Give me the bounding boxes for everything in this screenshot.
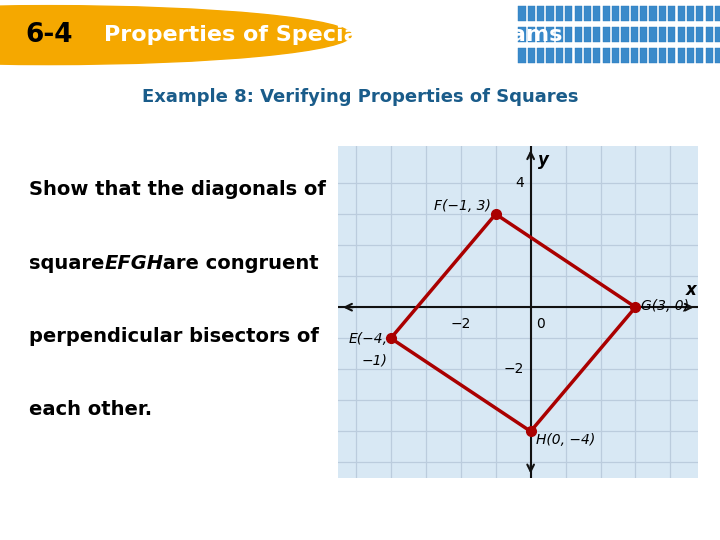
FancyBboxPatch shape xyxy=(565,48,572,63)
FancyBboxPatch shape xyxy=(546,26,554,42)
FancyBboxPatch shape xyxy=(528,48,535,63)
Text: −2: −2 xyxy=(451,316,471,330)
Text: Example 8: Verifying Properties of Squares: Example 8: Verifying Properties of Squar… xyxy=(142,88,578,106)
FancyBboxPatch shape xyxy=(575,48,582,63)
Text: Holt Geometry: Holt Geometry xyxy=(22,512,147,527)
FancyBboxPatch shape xyxy=(649,26,657,42)
FancyBboxPatch shape xyxy=(640,26,647,42)
FancyBboxPatch shape xyxy=(537,26,544,42)
FancyBboxPatch shape xyxy=(565,5,572,21)
FancyBboxPatch shape xyxy=(706,48,713,63)
FancyBboxPatch shape xyxy=(640,48,647,63)
FancyBboxPatch shape xyxy=(706,5,713,21)
Text: −1): −1) xyxy=(361,354,387,368)
FancyBboxPatch shape xyxy=(696,48,703,63)
FancyBboxPatch shape xyxy=(518,26,526,42)
FancyBboxPatch shape xyxy=(575,5,582,21)
FancyBboxPatch shape xyxy=(687,26,694,42)
FancyBboxPatch shape xyxy=(668,48,675,63)
FancyBboxPatch shape xyxy=(621,26,629,42)
FancyBboxPatch shape xyxy=(528,5,535,21)
Text: each other.: each other. xyxy=(29,400,152,419)
FancyBboxPatch shape xyxy=(556,26,563,42)
FancyBboxPatch shape xyxy=(715,5,720,21)
Text: 0: 0 xyxy=(536,316,544,330)
FancyBboxPatch shape xyxy=(593,5,600,21)
Text: y: y xyxy=(539,151,549,170)
FancyBboxPatch shape xyxy=(603,26,610,42)
Text: are congruent: are congruent xyxy=(156,254,319,273)
FancyBboxPatch shape xyxy=(556,48,563,63)
Text: 4: 4 xyxy=(515,176,523,190)
Text: square: square xyxy=(29,254,111,273)
FancyBboxPatch shape xyxy=(687,5,694,21)
FancyBboxPatch shape xyxy=(546,5,554,21)
FancyBboxPatch shape xyxy=(668,26,675,42)
FancyBboxPatch shape xyxy=(584,26,591,42)
Text: perpendicular bisectors of: perpendicular bisectors of xyxy=(29,327,319,346)
Text: −2: −2 xyxy=(503,362,523,376)
FancyBboxPatch shape xyxy=(631,26,638,42)
Text: G(3, 0): G(3, 0) xyxy=(641,299,689,313)
FancyBboxPatch shape xyxy=(565,26,572,42)
FancyBboxPatch shape xyxy=(621,48,629,63)
Text: Show that the diagonals of: Show that the diagonals of xyxy=(29,180,325,199)
FancyBboxPatch shape xyxy=(696,5,703,21)
FancyBboxPatch shape xyxy=(603,5,610,21)
FancyBboxPatch shape xyxy=(659,26,666,42)
FancyBboxPatch shape xyxy=(556,5,563,21)
FancyBboxPatch shape xyxy=(631,5,638,21)
FancyBboxPatch shape xyxy=(678,5,685,21)
FancyBboxPatch shape xyxy=(593,26,600,42)
Text: Copyright © by Holt, Rinehart and Winston. All Rights Reserved.: Copyright © by Holt, Rinehart and Winsto… xyxy=(383,515,698,525)
FancyBboxPatch shape xyxy=(659,48,666,63)
FancyBboxPatch shape xyxy=(631,48,638,63)
FancyBboxPatch shape xyxy=(668,5,675,21)
Text: 6-4: 6-4 xyxy=(25,22,73,48)
FancyBboxPatch shape xyxy=(575,26,582,42)
FancyBboxPatch shape xyxy=(612,26,619,42)
FancyBboxPatch shape xyxy=(518,5,526,21)
FancyBboxPatch shape xyxy=(593,48,600,63)
FancyBboxPatch shape xyxy=(612,48,619,63)
FancyBboxPatch shape xyxy=(649,48,657,63)
FancyBboxPatch shape xyxy=(649,5,657,21)
Text: Properties of Special Parallelograms: Properties of Special Parallelograms xyxy=(104,25,563,45)
FancyBboxPatch shape xyxy=(678,26,685,42)
Text: x: x xyxy=(686,280,697,299)
Text: EFGH: EFGH xyxy=(104,254,163,273)
FancyBboxPatch shape xyxy=(518,48,526,63)
FancyBboxPatch shape xyxy=(584,48,591,63)
FancyBboxPatch shape xyxy=(537,48,544,63)
FancyBboxPatch shape xyxy=(696,26,703,42)
FancyBboxPatch shape xyxy=(715,26,720,42)
FancyBboxPatch shape xyxy=(537,5,544,21)
FancyBboxPatch shape xyxy=(546,48,554,63)
FancyBboxPatch shape xyxy=(612,5,619,21)
FancyBboxPatch shape xyxy=(687,48,694,63)
Text: H(0, −4): H(0, −4) xyxy=(536,433,595,447)
FancyBboxPatch shape xyxy=(706,26,713,42)
Circle shape xyxy=(0,5,351,65)
FancyBboxPatch shape xyxy=(528,26,535,42)
FancyBboxPatch shape xyxy=(659,5,666,21)
FancyBboxPatch shape xyxy=(715,48,720,63)
FancyBboxPatch shape xyxy=(640,5,647,21)
FancyBboxPatch shape xyxy=(603,48,610,63)
Text: F(−1, 3): F(−1, 3) xyxy=(433,199,490,213)
FancyBboxPatch shape xyxy=(678,48,685,63)
Text: E(−4,: E(−4, xyxy=(348,332,387,346)
FancyBboxPatch shape xyxy=(621,5,629,21)
FancyBboxPatch shape xyxy=(584,5,591,21)
